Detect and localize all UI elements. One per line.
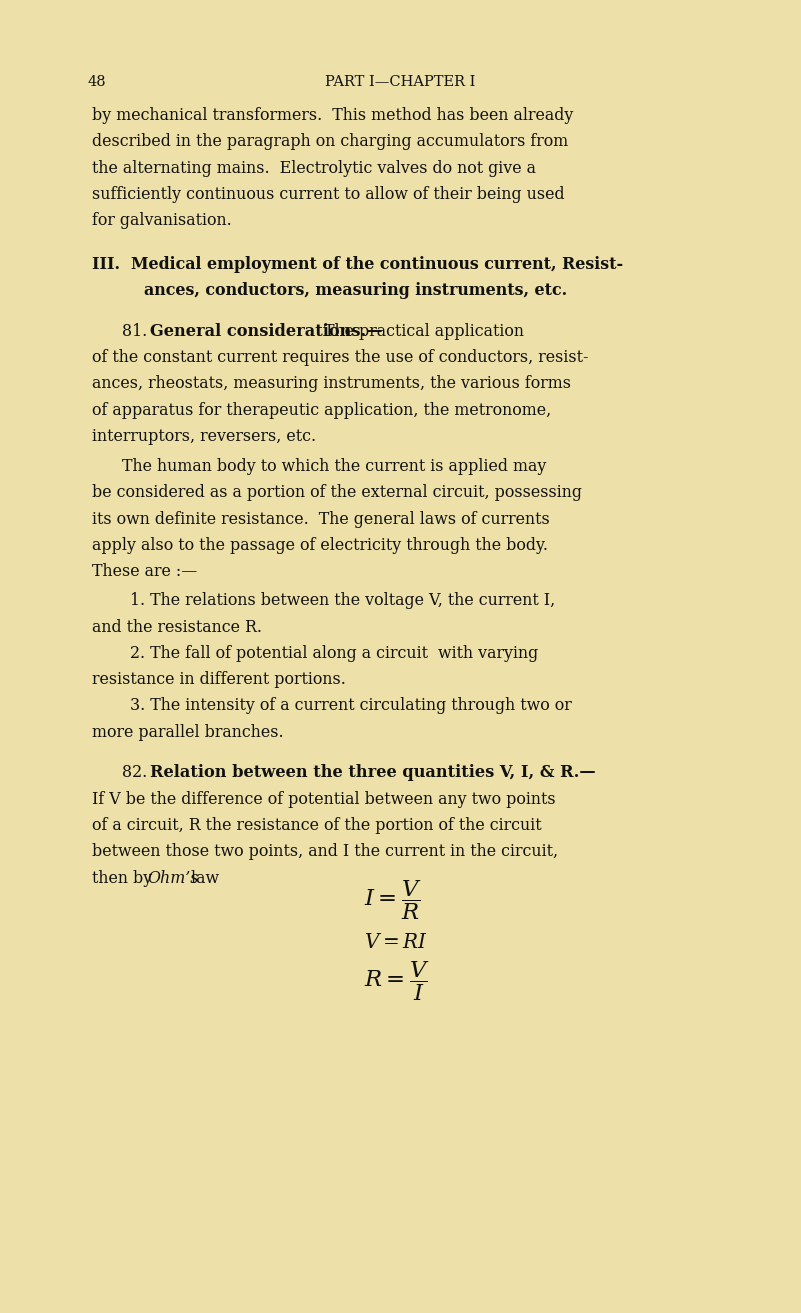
Text: 3. The intensity of a current circulating through two or: 3. The intensity of a current circulatin… — [130, 697, 572, 714]
Text: Relation between the three quantities V, I, & R.—: Relation between the three quantities V,… — [150, 764, 596, 781]
Text: ances, rheostats, measuring instruments, the various forms: ances, rheostats, measuring instruments,… — [92, 376, 571, 393]
Text: resistance in different portions.: resistance in different portions. — [92, 671, 346, 688]
Text: 2. The fall of potential along a circuit  with varying: 2. The fall of potential along a circuit… — [130, 645, 538, 662]
Text: These are :—: These are :— — [92, 563, 197, 580]
Text: between those two points, and I the current in the circuit,: between those two points, and I the curr… — [92, 843, 558, 860]
Text: by mechanical transformers.  This method has been already: by mechanical transformers. This method … — [92, 106, 574, 123]
Text: for galvanisation.: for galvanisation. — [92, 213, 231, 230]
Text: $V = RI$: $V = RI$ — [364, 932, 429, 952]
Text: its own definite resistance.  The general laws of currents: its own definite resistance. The general… — [92, 511, 549, 528]
Text: If V be the difference of potential between any two points: If V be the difference of potential betw… — [92, 790, 556, 807]
Text: apply also to the passage of electricity through the body.: apply also to the passage of electricity… — [92, 537, 548, 554]
Text: described in the paragraph on charging accumulators from: described in the paragraph on charging a… — [92, 134, 568, 150]
Text: $R = \dfrac{V}{I}$: $R = \dfrac{V}{I}$ — [364, 960, 430, 1003]
Text: 82.: 82. — [122, 764, 147, 781]
Text: law: law — [186, 869, 219, 886]
Text: 48: 48 — [87, 75, 106, 89]
Text: of a circuit, R the resistance of the portion of the circuit: of a circuit, R the resistance of the po… — [92, 817, 541, 834]
Text: of apparatus for therapeutic application, the metronome,: of apparatus for therapeutic application… — [92, 402, 551, 419]
Text: then by: then by — [92, 869, 157, 886]
Text: PART I—CHAPTER I: PART I—CHAPTER I — [325, 75, 476, 89]
Text: ances, conductors, measuring instruments, etc.: ances, conductors, measuring instruments… — [144, 282, 567, 299]
Text: $I = \dfrac{V}{R}$: $I = \dfrac{V}{R}$ — [364, 878, 422, 922]
Text: and the resistance R.: and the resistance R. — [92, 618, 262, 635]
Text: be considered as a portion of the external circuit, possessing: be considered as a portion of the extern… — [92, 484, 582, 502]
Text: sufficiently continuous current to allow of their being used: sufficiently continuous current to allow… — [92, 186, 565, 204]
Text: The human body to which the current is applied may: The human body to which the current is a… — [122, 458, 546, 475]
Text: III.  Medical employment of the continuous current, Resist-: III. Medical employment of the continuou… — [92, 256, 623, 273]
Text: The practical application: The practical application — [324, 323, 524, 340]
Text: 81.: 81. — [122, 323, 147, 340]
Text: General considerations.—: General considerations.— — [150, 323, 383, 340]
Text: interruptors, reversers, etc.: interruptors, reversers, etc. — [92, 428, 316, 445]
Text: more parallel branches.: more parallel branches. — [92, 723, 284, 741]
Text: Ohm’s: Ohm’s — [147, 869, 199, 886]
Text: the alternating mains.  Electrolytic valves do not give a: the alternating mains. Electrolytic valv… — [92, 160, 536, 177]
Text: 1. The relations between the voltage V, the current I,: 1. The relations between the voltage V, … — [130, 592, 555, 609]
Text: of the constant current requires the use of conductors, resist-: of the constant current requires the use… — [92, 349, 589, 366]
